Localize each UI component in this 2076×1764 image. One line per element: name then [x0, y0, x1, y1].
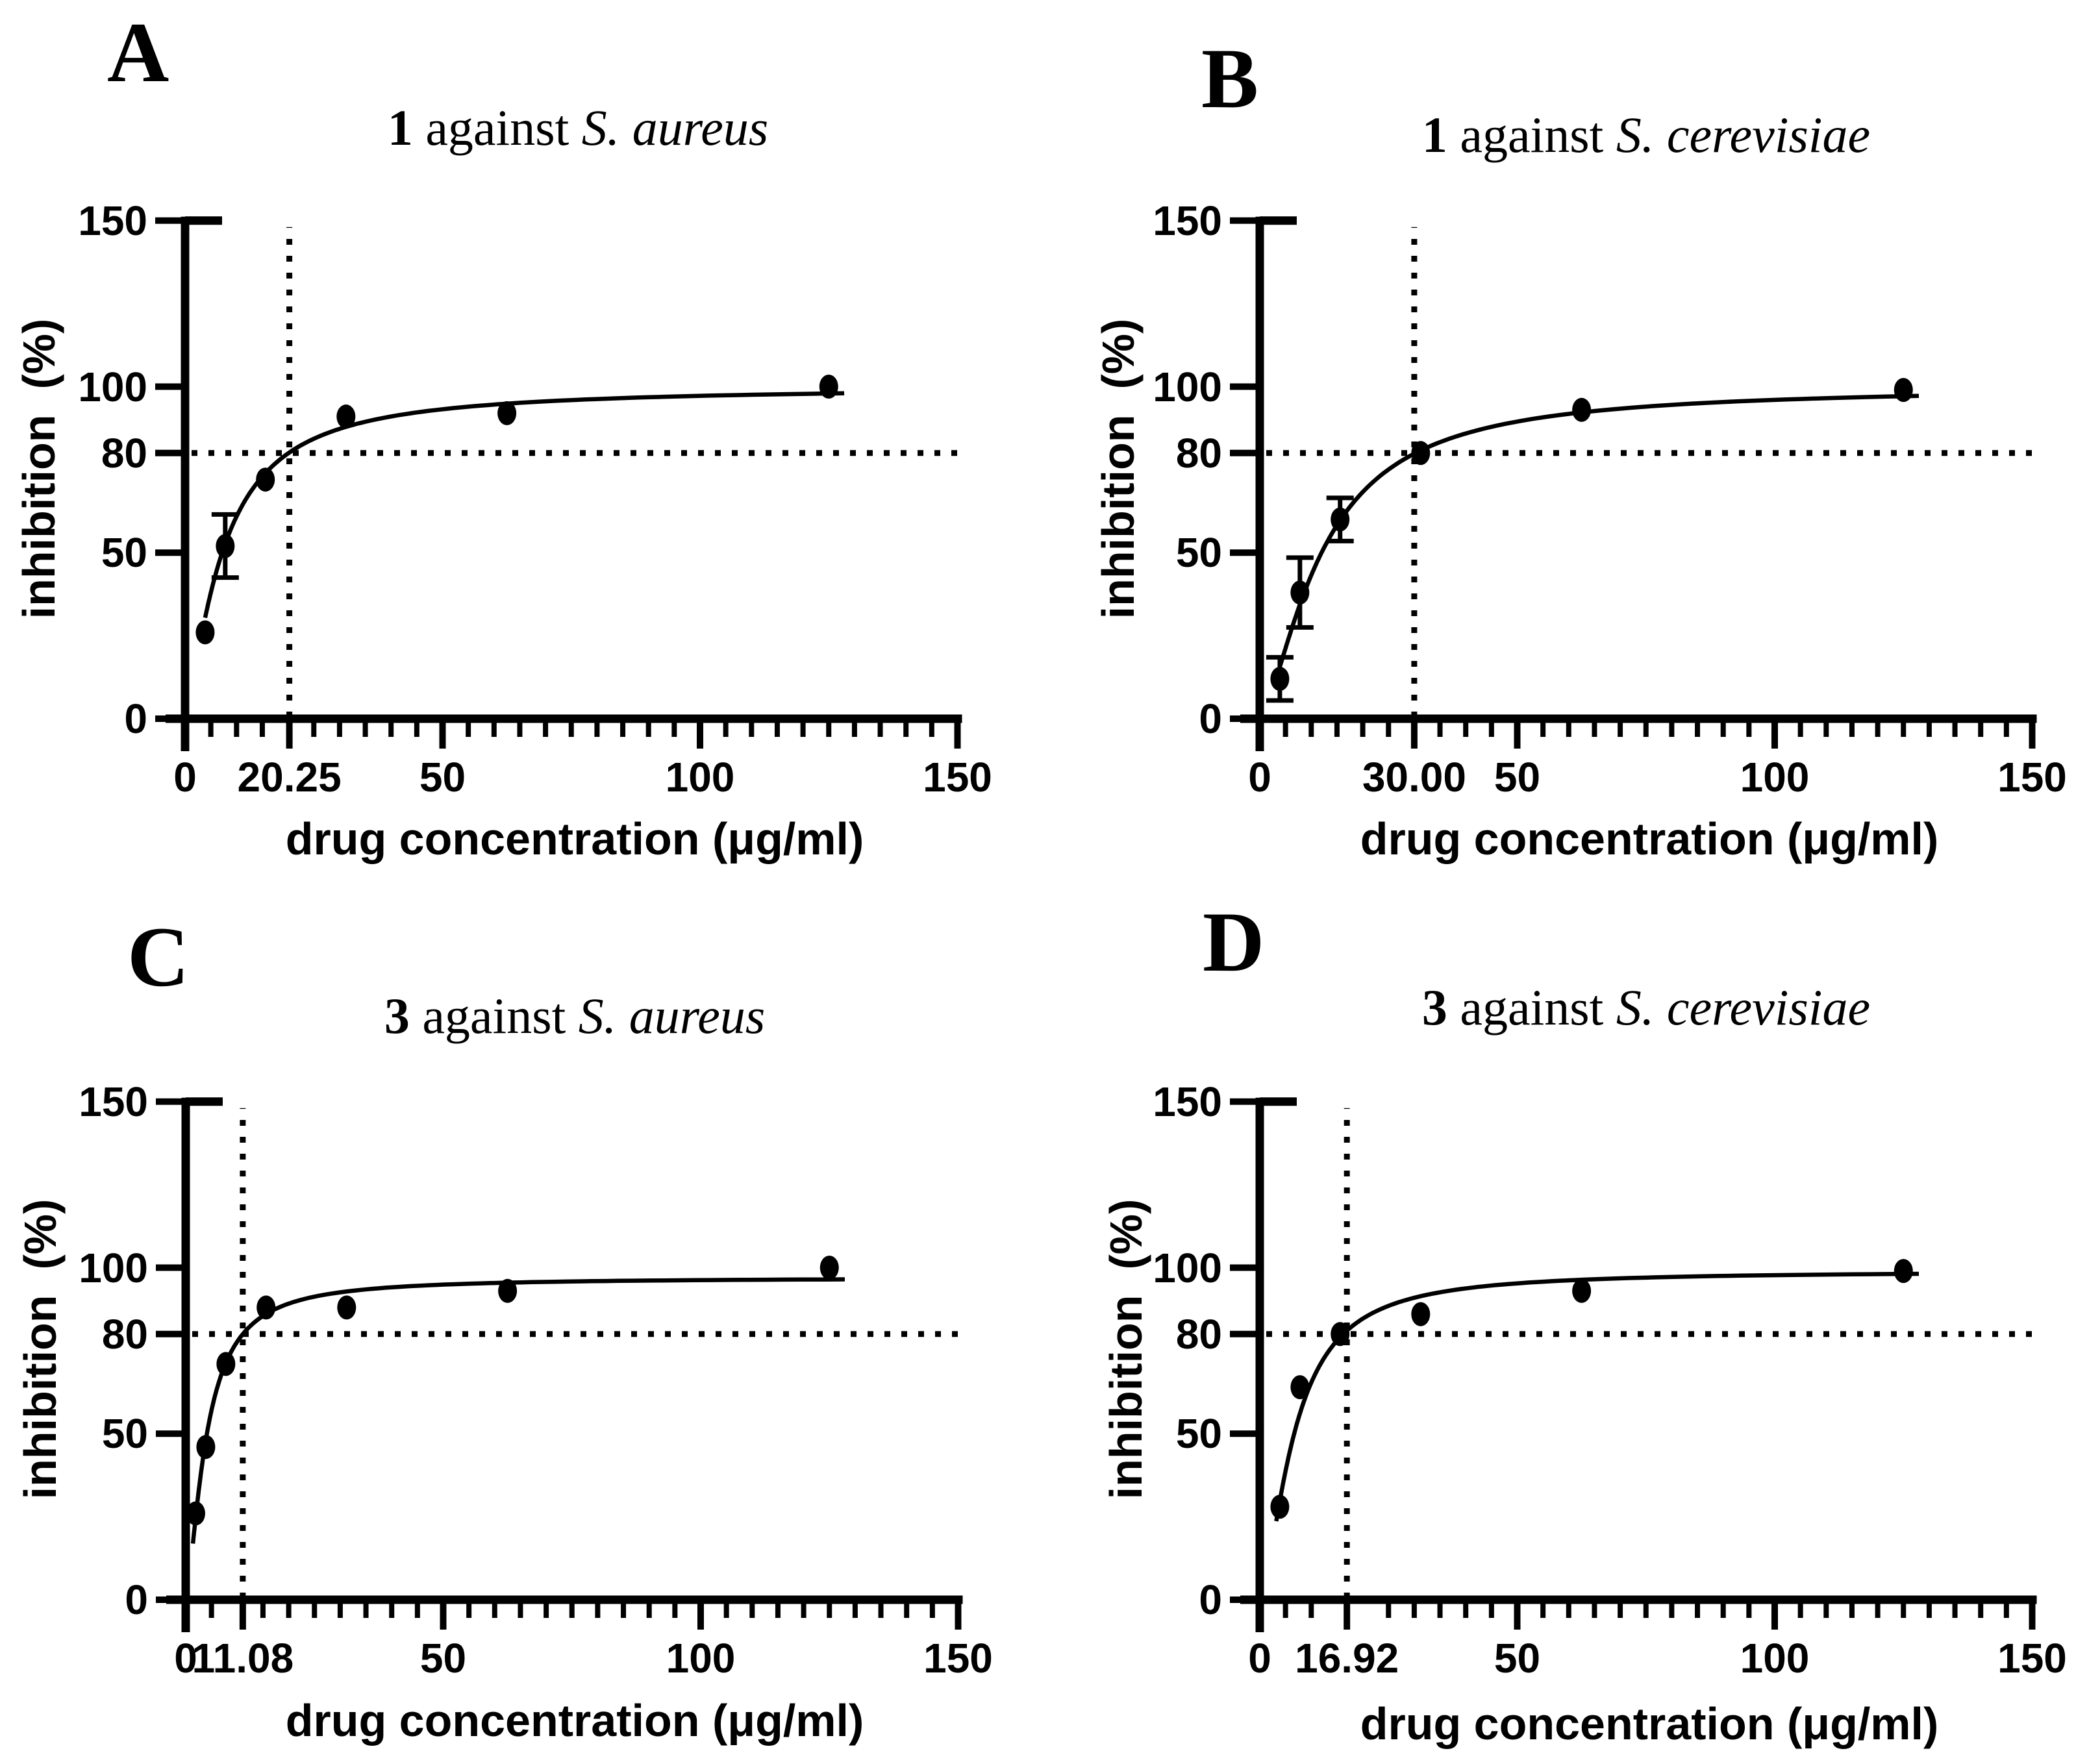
x-tick-label: 20.25 — [237, 754, 342, 801]
species-name: S. aureus — [581, 99, 769, 156]
x-tick-label: 150 — [1997, 754, 2067, 801]
species-name: S. cerevisiae — [1616, 979, 1871, 1036]
panel-d-title: 3 against S. cerevisiae — [1422, 982, 1870, 1033]
compound-number: 3 — [1421, 979, 1447, 1036]
y-tick-label: 100 — [1153, 1244, 1222, 1291]
y-tick-label: 150 — [1153, 1078, 1222, 1125]
y-tick-label: 80 — [101, 429, 147, 477]
panel-c-x-axis-label: drug concentration (μg/ml) — [285, 1695, 864, 1746]
y-tick-label: 150 — [78, 197, 147, 244]
y-tick-label: 80 — [1175, 1310, 1222, 1358]
x-tick-label: 100 — [666, 1635, 736, 1682]
y-tick-label: 50 — [101, 529, 147, 577]
x-tick-label: 50 — [1494, 754, 1541, 801]
x-tick-label: 30.00 — [1362, 754, 1466, 801]
x-tick-label: 16.92 — [1295, 1635, 1399, 1682]
y-tick-label: 0 — [125, 1576, 148, 1623]
species-name: S. cerevisiae — [1616, 106, 1871, 163]
panel-a-title: 1 against S. aureus — [388, 103, 768, 153]
y-tick-label: 80 — [1175, 429, 1222, 477]
x-tick-label: 150 — [923, 754, 992, 801]
title-connector: against — [412, 99, 582, 156]
title-connector: against — [1447, 106, 1616, 163]
panel-b-letter: B — [1201, 31, 1259, 126]
y-tick-label: 100 — [1153, 363, 1222, 410]
y-tick-label: 50 — [101, 1410, 148, 1458]
species-name: S. aureus — [578, 988, 766, 1044]
y-tick-label: 0 — [1199, 695, 1222, 742]
panel-c-title: 3 against S. aureus — [384, 991, 765, 1041]
x-tick-label: 100 — [1740, 754, 1810, 801]
panel-c-letter: C — [127, 909, 190, 1004]
y-tick-label: 80 — [101, 1310, 148, 1358]
x-tick-label: 50 — [419, 1635, 467, 1682]
title-connector: against — [409, 988, 579, 1044]
panel-a-letter: A — [107, 5, 169, 100]
panel-b-title: 1 against S. cerevisiae — [1422, 110, 1870, 160]
x-tick-label: 0 — [173, 754, 197, 801]
panel-d-x-axis-label: drug concentration (μg/ml) — [1360, 1698, 1939, 1749]
x-tick-label: 0 — [1248, 754, 1271, 801]
y-tick-label: 150 — [79, 1078, 148, 1125]
x-tick-label: 100 — [665, 754, 735, 801]
panel-a-x-axis-label: drug concentration (μg/ml) — [285, 814, 864, 864]
y-tick-label: 100 — [79, 1244, 148, 1291]
compound-number: 1 — [1421, 106, 1447, 163]
compound-number: 1 — [387, 99, 413, 156]
x-tick-label: 100 — [1740, 1635, 1810, 1682]
compound-number: 3 — [384, 988, 410, 1044]
y-tick-label: 0 — [124, 695, 147, 742]
x-tick-label: 0 — [1248, 1635, 1271, 1682]
panel-d-letter: D — [1203, 894, 1265, 989]
y-tick-label: 50 — [1175, 529, 1222, 577]
y-tick-label: 100 — [78, 363, 147, 410]
title-connector: against — [1447, 979, 1616, 1036]
y-tick-label: 0 — [1199, 1576, 1222, 1623]
x-tick-label: 11.08 — [192, 1635, 294, 1682]
x-tick-label: 50 — [1494, 1635, 1541, 1682]
x-tick-label: 50 — [419, 754, 466, 801]
y-tick-label: 150 — [1153, 197, 1222, 244]
y-tick-label: 50 — [1175, 1410, 1222, 1458]
x-tick-label: 150 — [923, 1635, 993, 1682]
panel-b-x-axis-label: drug concentration (μg/ml) — [1360, 814, 1939, 864]
x-tick-label: 0 — [174, 1635, 197, 1682]
x-tick-label: 150 — [1997, 1635, 2067, 1682]
